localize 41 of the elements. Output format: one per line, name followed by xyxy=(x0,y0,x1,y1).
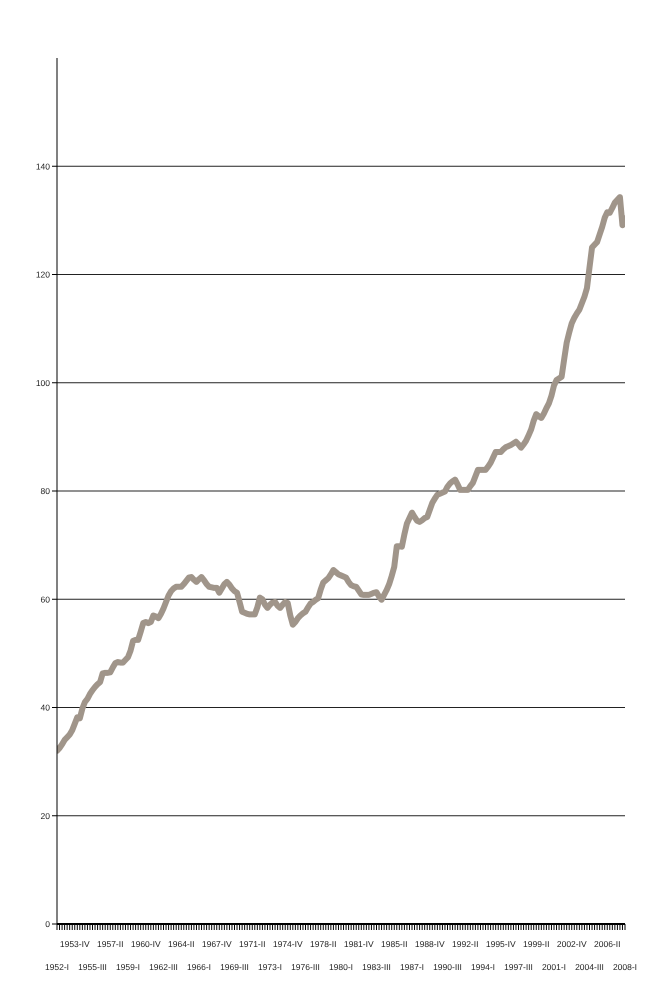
y-tick-label: 20 xyxy=(40,810,50,821)
x-tick-label: 1952-I xyxy=(44,962,70,972)
x-tick-label: 1953-IV xyxy=(60,939,90,949)
x-tick-label: 1980-I xyxy=(328,962,354,972)
x-tick-label: 1966-I xyxy=(186,962,212,972)
x-tick-label: 1955-III xyxy=(78,962,107,972)
y-tick-label: 0 xyxy=(45,919,50,930)
x-tick-label: 1995-IV xyxy=(486,939,516,949)
x-tick-label: 1997-III xyxy=(504,962,533,972)
x-tick-label: 2006-II xyxy=(594,939,620,949)
x-tick-label: 1994-I xyxy=(470,962,496,972)
x-tick-label: 1987-I xyxy=(400,962,424,972)
x-tick-label: 2008-I xyxy=(612,962,638,972)
x-tick-label: 1988-IV xyxy=(414,939,445,949)
x-tick-label: 1976-III xyxy=(291,962,320,972)
y-tick-label: 140 xyxy=(36,161,50,172)
x-tick-label: 1983-III xyxy=(362,962,391,972)
x-tick-label: 1978-II xyxy=(310,939,336,949)
y-tick-label: 100 xyxy=(36,378,50,388)
x-tick-label: 1960-IV xyxy=(130,939,161,949)
x-tick-label: 1959-I xyxy=(116,962,140,972)
y-tick-label: 60 xyxy=(40,594,50,604)
x-tick-label: 1974-IV xyxy=(272,939,303,949)
x-tick-label: 1973-I xyxy=(258,962,282,972)
x-tick-label: 1990-III xyxy=(433,962,462,972)
x-tick-label: 1971-II xyxy=(239,939,266,949)
x-tick-label: 1967-IV xyxy=(202,939,232,949)
x-tick-label: 2001-I xyxy=(542,962,566,972)
y-tick-label: 80 xyxy=(40,486,50,496)
x-tick-label: 2002-IV xyxy=(556,939,587,949)
y-tick-label: 120 xyxy=(36,270,50,280)
x-tick-label: 2004-III xyxy=(575,962,604,972)
x-tick-label: 1999-II xyxy=(523,939,550,949)
x-tick-label: 1962-III xyxy=(149,962,178,972)
x-tick-label: 1985-II xyxy=(381,939,408,949)
x-tick-label: 1957-II xyxy=(97,939,124,949)
x-tick-label: 1981-IV xyxy=(344,939,374,949)
x-tick-label: 1964-II xyxy=(168,939,194,949)
y-tick-label: 40 xyxy=(40,702,50,713)
x-tick-label: 1992-II xyxy=(452,939,478,949)
x-tick-label: 1969-III xyxy=(220,962,249,972)
